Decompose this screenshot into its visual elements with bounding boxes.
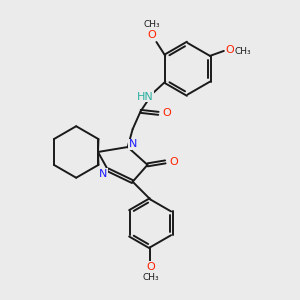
Text: O: O	[162, 108, 171, 118]
Text: O: O	[169, 157, 178, 167]
Text: O: O	[225, 45, 234, 55]
Text: CH₃: CH₃	[234, 47, 251, 56]
Text: O: O	[146, 262, 155, 272]
Text: CH₃: CH₃	[142, 273, 159, 282]
Text: CH₃: CH₃	[143, 20, 160, 29]
Text: HN: HN	[137, 92, 154, 101]
Text: O: O	[147, 30, 156, 40]
Text: N: N	[128, 139, 137, 149]
Text: N: N	[99, 169, 107, 179]
